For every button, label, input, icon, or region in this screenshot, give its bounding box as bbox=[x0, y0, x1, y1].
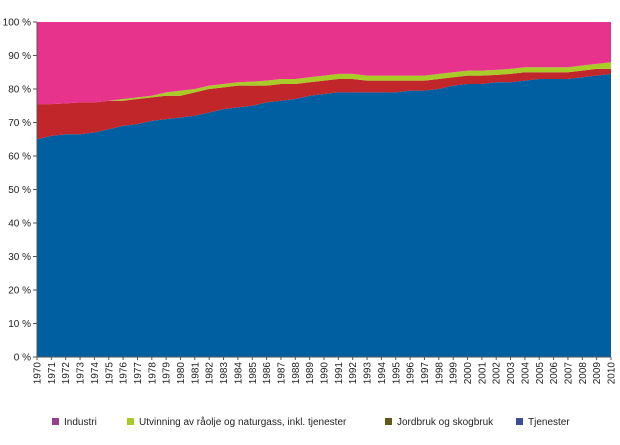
x-tick-label: 1987 bbox=[276, 362, 287, 385]
x-tick-label: 1985 bbox=[248, 362, 259, 385]
x-tick-label: 1976 bbox=[119, 362, 130, 385]
x-tick-label: 2010 bbox=[607, 362, 618, 385]
x-tick-label: 1981 bbox=[190, 362, 201, 385]
y-tick-label: 70 % bbox=[8, 118, 31, 129]
x-tick-label: 1977 bbox=[133, 362, 144, 385]
x-tick-label: 1988 bbox=[291, 362, 302, 385]
legend-swatch-industri bbox=[52, 418, 59, 425]
x-tick-label: 1999 bbox=[449, 362, 460, 385]
area-industri bbox=[37, 22, 611, 105]
y-tick-label: 100 % bbox=[3, 18, 31, 29]
x-tick-label: 2004 bbox=[520, 362, 531, 385]
x-tick-label: 1993 bbox=[363, 362, 374, 385]
x-tick-label: 2001 bbox=[477, 362, 488, 385]
x-tick-label: 1970 bbox=[33, 362, 44, 385]
x-tick-label: 1998 bbox=[434, 362, 445, 385]
x-tick-label: 1997 bbox=[420, 362, 431, 385]
y-tick-label: 40 % bbox=[8, 219, 31, 230]
x-tick-label: 2006 bbox=[549, 362, 560, 385]
y-tick-label: 20 % bbox=[8, 286, 31, 297]
x-tick-label: 1980 bbox=[176, 362, 187, 385]
area-tjenester bbox=[37, 73, 611, 358]
x-tick-label: 1991 bbox=[334, 362, 345, 385]
legend-label-jordbruk-og-skogbruk: Jordbruk og skogbruk bbox=[397, 417, 494, 428]
x-tick-label: 1971 bbox=[47, 362, 58, 385]
y-tick-label: 0 % bbox=[14, 353, 31, 364]
x-tick-label: 2007 bbox=[563, 362, 574, 385]
y-tick-label: 60 % bbox=[8, 152, 31, 163]
x-tick-label: 1996 bbox=[406, 362, 417, 385]
area-utvinning-av-ra-olje-og-naturgass-inkl-tjenester bbox=[37, 62, 611, 105]
x-tick-label: 2005 bbox=[535, 362, 546, 385]
legend-swatch-jordbruk-og-skogbruk bbox=[385, 418, 392, 425]
x-tick-label: 1975 bbox=[104, 362, 115, 385]
legend-label-utvinning-av-ra-olje-og-naturgass-inkl-tjenester: Utvinning av råolje og naturgass, inkl. … bbox=[139, 416, 347, 428]
legend: Industri Utvinning av råolje og naturgass… bbox=[52, 416, 570, 428]
x-tick-label: 1994 bbox=[377, 362, 388, 385]
x-tick-label: 1990 bbox=[320, 362, 331, 385]
x-tick-label: 2002 bbox=[492, 362, 503, 385]
y-tick-label: 30 % bbox=[8, 252, 31, 263]
x-tick-label: 1992 bbox=[348, 362, 359, 385]
x-tick-label: 1974 bbox=[90, 362, 101, 385]
y-tick-label: 80 % bbox=[8, 85, 31, 96]
y-tick-labels: 0 % 10 % 20 % 30 % 40 % 50 % 60 % 70 % 80 % 90 % 1… bbox=[3, 18, 31, 364]
legend-swatch-utvinning-av-ra-olje-og-naturgass-inkl-tjenester bbox=[127, 418, 134, 425]
x-tick-label: 1979 bbox=[162, 362, 173, 385]
x-tick-label: 1995 bbox=[391, 362, 402, 385]
x-tick-label: 2000 bbox=[463, 362, 474, 385]
x-tick-label: 1983 bbox=[219, 362, 230, 385]
x-tick-label: 1986 bbox=[262, 362, 273, 385]
legend-swatch-tjenester bbox=[516, 418, 523, 425]
axes-group bbox=[33, 21, 612, 360]
x-tick-label: 2003 bbox=[506, 362, 517, 385]
x-tick-label: 2009 bbox=[592, 362, 603, 385]
x-tick-label: 1989 bbox=[305, 362, 316, 385]
y-tick-label: 90 % bbox=[8, 51, 31, 62]
x-tick-label: 1973 bbox=[76, 362, 87, 385]
x-tick-label: 1982 bbox=[205, 362, 216, 385]
x-tick-label: 1972 bbox=[61, 362, 72, 385]
x-tick-label: 2008 bbox=[578, 362, 589, 385]
x-tick-label: 1984 bbox=[233, 362, 244, 385]
legend-label-industri: Industri bbox=[64, 417, 97, 428]
area-jordbruk-og-skogbruk bbox=[37, 68, 611, 140]
y-tick-label: 50 % bbox=[8, 185, 31, 196]
y-tick-label: 10 % bbox=[8, 319, 31, 330]
x-tick-label: 1978 bbox=[147, 362, 158, 385]
area-series-group bbox=[37, 22, 611, 358]
legend-label-tjenester: Tjenester bbox=[528, 417, 570, 428]
x-tick-labels: 1970 1971 1972 1973 1974 1975 1976 1977 1978 1979… bbox=[33, 362, 618, 385]
